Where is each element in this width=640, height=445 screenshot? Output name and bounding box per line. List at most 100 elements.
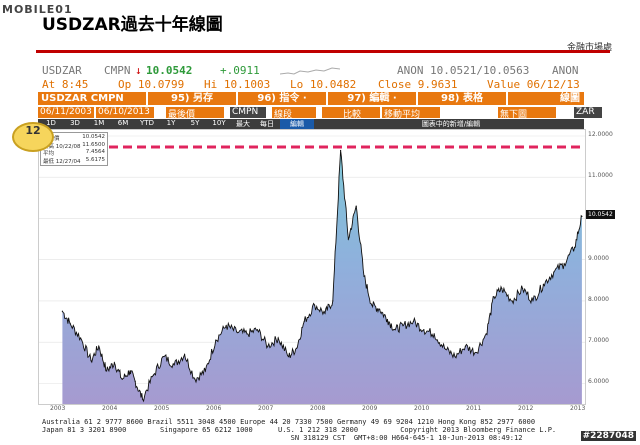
data-point (114, 362, 115, 363)
data-point (363, 276, 364, 277)
data-point (153, 375, 154, 376)
quote-time: At 8:45 (42, 78, 88, 91)
data-point (512, 300, 513, 301)
compare-button[interactable]: 比較 (322, 107, 380, 118)
footer-line-3: SN 318129 CST GMT+8:00 H664-645-1 10-Jun… (42, 434, 522, 442)
period-button[interactable]: 3D (64, 119, 86, 129)
period-button[interactable]: 編輯 (280, 119, 314, 129)
data-point (574, 247, 575, 248)
period-button[interactable]: 1M (88, 119, 110, 129)
price-field-select[interactable]: 最後價 (166, 107, 224, 118)
data-point (522, 288, 523, 289)
data-point (543, 284, 544, 285)
low-price: Lo 10.0482 (290, 78, 356, 91)
ticker-label: USDZAR (42, 64, 82, 77)
data-point (184, 354, 185, 355)
y-axis: 12.000011.000010.00009.00008.00007.00006… (586, 129, 636, 403)
footer-text: Australia 61 2 9777 8600 Brazil 5511 304… (42, 418, 556, 442)
y-tick-label: 6.0000 (588, 378, 609, 385)
x-tick-label: 2009 (362, 405, 377, 412)
data-point (581, 216, 582, 217)
data-point (493, 296, 494, 297)
data-point (314, 304, 315, 305)
data-point (98, 346, 99, 347)
period-button[interactable]: 10Y (208, 119, 230, 129)
data-point (465, 346, 466, 347)
data-point (129, 370, 130, 371)
moving-average-button[interactable]: 移動平均 (382, 107, 440, 118)
menu-table[interactable]: 98) 表格 (418, 92, 506, 105)
x-tick-label: 2010 (414, 405, 429, 412)
data-point (288, 356, 289, 357)
menu-edit[interactable]: 97) 編輯 · (328, 92, 416, 105)
y-tick-label: 7.0000 (588, 337, 609, 344)
period-button[interactable]: 1Y (160, 119, 182, 129)
lower-chart-select[interactable]: 無下圖 (498, 107, 556, 118)
close-price: Close 9.9631 (378, 78, 457, 91)
data-point (413, 321, 414, 322)
last-price: 10.0542 (146, 64, 192, 77)
y-tick-label: 8.0000 (588, 296, 609, 303)
line-type-select[interactable]: 線段 (272, 107, 316, 118)
data-point (257, 329, 258, 330)
price-area (62, 150, 582, 404)
instrument-tab[interactable]: USDZAR CMPN Curn (38, 92, 146, 105)
data-point (395, 329, 396, 330)
legend-label: 最低 12/27/04 (43, 159, 80, 165)
data-point (387, 319, 388, 320)
header-divider (36, 50, 610, 53)
data-point (501, 288, 502, 289)
anon-label: ANON (397, 64, 424, 77)
date-to-field[interactable]: 06/10/2013 (96, 107, 154, 118)
y-tick-label: 11.0000 (588, 172, 613, 179)
date-from-field[interactable]: 06/11/2003 (38, 107, 94, 118)
callout-badge: 12 (12, 122, 54, 152)
data-point (532, 300, 533, 301)
period-button[interactable]: 6M (112, 119, 134, 129)
legend-value: 7.4564 (86, 149, 105, 155)
data-point (454, 356, 455, 357)
period-button[interactable]: 每日 (256, 119, 278, 129)
x-tick-label: 2008 (310, 405, 325, 412)
data-point (553, 271, 554, 272)
footer-line-2: Japan 81 3 3201 8900 Singapore 65 6212 1… (42, 426, 556, 434)
data-point (356, 205, 357, 206)
source-select[interactable]: CMPN (230, 107, 266, 118)
menu-save[interactable]: 95) 另存 (148, 92, 236, 105)
menu-commands[interactable]: 96) 指令 · (238, 92, 326, 105)
data-point (70, 323, 71, 324)
bid-ask: 10.0521/10.0563 (430, 64, 529, 77)
data-point (434, 333, 435, 334)
y-tick-label: 9.0000 (588, 255, 609, 262)
period-button[interactable]: YTD (136, 119, 158, 129)
data-point (278, 337, 279, 338)
data-point (62, 311, 63, 312)
chart-panel (38, 129, 586, 405)
menu-chart[interactable]: 線圖 (508, 92, 584, 105)
data-point (332, 300, 333, 301)
data-point (142, 398, 143, 399)
data-point (371, 304, 372, 305)
sparkline-icon (280, 64, 340, 78)
currency-select[interactable]: ZAR (574, 107, 602, 118)
watermark: #2287048 (581, 431, 636, 441)
data-point (246, 333, 247, 334)
data-point (304, 321, 305, 322)
page-title: USDZAR過去十年線圖 (42, 10, 223, 35)
legend-value: 5.6175 (86, 157, 105, 163)
x-axis: 2003 2004 2005 2006 2007 2008 2009 2010 2011 2012… (38, 405, 584, 415)
data-point (402, 325, 403, 326)
period-button[interactable]: 圖表中的新增/編輯 (406, 119, 496, 129)
data-point (205, 370, 206, 371)
source-label: CMPN (104, 64, 131, 77)
data-point (348, 238, 349, 239)
data-point (194, 379, 195, 380)
data-point (90, 360, 91, 361)
period-button[interactable]: 5Y (184, 119, 206, 129)
period-button[interactable]: 最大 (232, 119, 254, 129)
legend-row: 最低 12/27/04 5.6175 (43, 157, 105, 165)
data-point (296, 348, 297, 349)
data-point (423, 329, 424, 330)
x-tick-label: 2007 (258, 405, 273, 412)
footer-line-1: Australia 61 2 9777 8600 Brazil 5511 304… (42, 418, 535, 426)
